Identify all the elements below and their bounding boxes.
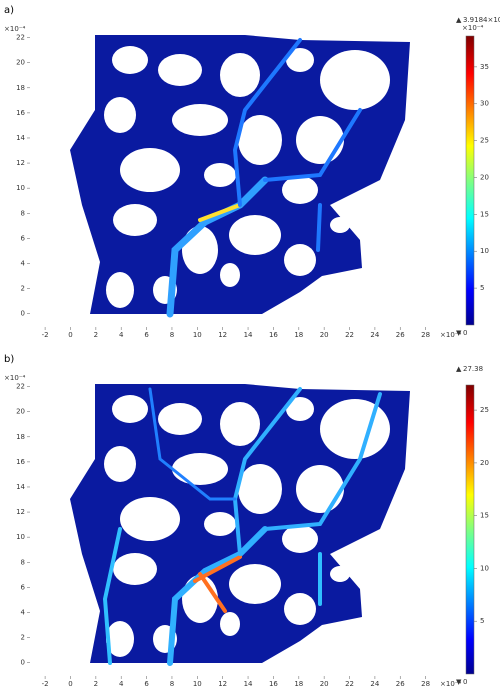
colorbar-tick-label: 30 — [480, 100, 489, 108]
x-tick-label: 28 — [421, 680, 430, 688]
x-tick-label: 10 — [193, 331, 202, 339]
x-tick-label: 0 — [68, 331, 72, 339]
colorbar-max: 27.38 — [463, 365, 483, 373]
y-tick-label: 10 — [16, 533, 25, 541]
y-tick-label: 20 — [16, 59, 25, 67]
colorbar-tick-label: 20 — [480, 173, 489, 181]
x-tick-label: 6 — [144, 680, 149, 688]
colorbar-tick-label: 10 — [480, 564, 489, 572]
y-tick-label: 8 — [21, 209, 25, 217]
y-tick-label: 18 — [16, 433, 25, 441]
colorbar-tick-label: 15 — [480, 512, 489, 520]
x-tick-label: 24 — [370, 331, 379, 339]
x-tick-label: 12 — [218, 680, 227, 688]
panel-a-field — [70, 35, 410, 318]
x-exponent: ×10⁻⁴ — [440, 680, 461, 688]
colorbar-tick-label: 25 — [480, 406, 489, 414]
x-tick-label: 0 — [68, 680, 72, 688]
y-exponent: ×10⁻⁴ — [4, 25, 25, 33]
x-tick-label: 22 — [345, 680, 354, 688]
y-tick-label: 14 — [16, 483, 25, 491]
colorbar-tick-label: 5 — [480, 284, 484, 292]
x-tick-label: 20 — [320, 331, 329, 339]
x-tick-label: -2 — [42, 331, 49, 339]
x-tick-label: 4 — [119, 331, 124, 339]
y-tick-label: 8 — [21, 558, 25, 566]
x-tick-label: 12 — [218, 331, 227, 339]
y-tick-label: 20 — [16, 408, 25, 416]
colorbar-tick-label: 5 — [480, 617, 484, 625]
y-tick-label: 6 — [21, 583, 26, 591]
x-tick-label: 16 — [269, 680, 278, 688]
y-tick-label: 12 — [16, 508, 25, 516]
colorbar-min: 0 — [463, 678, 467, 686]
x-tick-label: 20 — [320, 680, 329, 688]
x-tick-label: 28 — [421, 331, 430, 339]
y-tick-label: 2 — [21, 285, 25, 293]
x-tick-label: 18 — [294, 680, 303, 688]
max-marker: ▲ — [456, 16, 462, 24]
x-tick-label: -2 — [42, 680, 49, 688]
x-tick-label: 10 — [193, 680, 202, 688]
y-tick-label: 14 — [16, 134, 25, 142]
y-tick-label: 22 — [16, 34, 25, 42]
colorbar-tick-label: 15 — [480, 210, 489, 218]
colorbar-min: 0 — [463, 329, 467, 337]
y-tick-label: 0 — [21, 659, 25, 667]
panel-b-field — [70, 384, 410, 666]
y-tick-label: 6 — [21, 234, 26, 242]
x-tick-label: 22 — [345, 331, 354, 339]
x-tick-label: 18 — [294, 331, 303, 339]
x-tick-label: 8 — [170, 680, 174, 688]
colorbar — [465, 384, 475, 675]
y-tick-label: 16 — [16, 109, 25, 117]
x-tick-label: 26 — [396, 331, 405, 339]
x-tick-label: 16 — [269, 331, 278, 339]
y-tick-label: 4 — [21, 259, 26, 267]
x-tick-label: 8 — [170, 331, 174, 339]
y-tick-label: 10 — [16, 184, 25, 192]
x-tick-label: 2 — [94, 331, 98, 339]
x-exponent: ×10⁻⁴ — [440, 331, 461, 339]
colorbar-tick-label: 25 — [480, 137, 489, 145]
colorbar-max: 3.9184×10¹ — [463, 16, 500, 24]
colorbar-exponent: ×10⁻⁴ — [462, 24, 483, 32]
min-marker: ▼ — [456, 329, 462, 337]
y-exponent: ×10⁻⁴ — [4, 374, 25, 382]
colorbar-tick-label: 10 — [480, 247, 489, 255]
x-tick-label: 14 — [244, 680, 253, 688]
y-tick-label: 0 — [21, 310, 25, 318]
x-tick-label: 4 — [119, 680, 124, 688]
x-tick-label: 6 — [144, 331, 149, 339]
x-tick-label: 26 — [396, 680, 405, 688]
x-tick-label: 24 — [370, 680, 379, 688]
y-tick-label: 12 — [16, 159, 25, 167]
colorbar — [465, 35, 475, 326]
panel-label: b) — [4, 354, 14, 365]
colorbar-tick-label: 35 — [480, 63, 489, 71]
x-tick-label: 14 — [244, 331, 253, 339]
y-tick-label: 4 — [21, 608, 26, 616]
min-marker: ▼ — [456, 678, 462, 686]
max-marker: ▲ — [456, 365, 462, 373]
colorbar-tick-label: 20 — [480, 459, 489, 467]
panel-label: a) — [4, 5, 14, 16]
y-tick-label: 18 — [16, 84, 25, 92]
y-tick-label: 16 — [16, 458, 25, 466]
y-tick-label: 2 — [21, 634, 25, 642]
x-tick-label: 2 — [94, 680, 98, 688]
y-tick-label: 22 — [16, 383, 25, 391]
